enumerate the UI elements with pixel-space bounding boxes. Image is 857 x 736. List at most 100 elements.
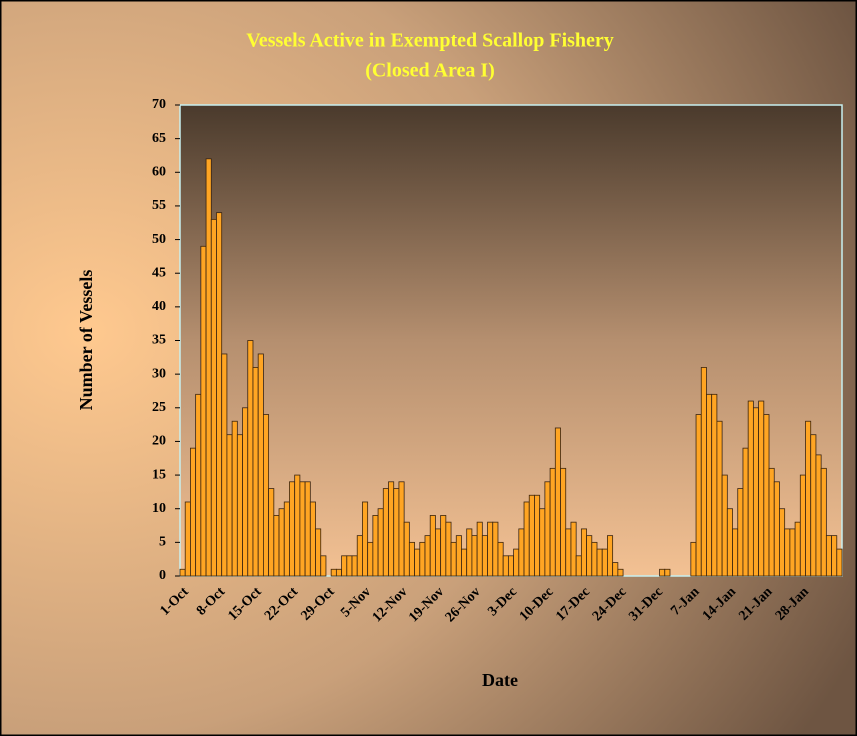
bar [252,367,259,577]
bar [330,568,337,577]
bar [711,393,718,577]
bar [549,467,556,577]
bar [242,407,249,577]
bar [341,555,348,577]
bar [247,340,254,577]
bar [502,555,509,577]
bar [799,474,806,577]
y-tick-label: 60 [152,165,166,180]
bar [351,555,358,577]
bar [721,474,728,577]
bar [664,568,671,577]
y-tick-label: 30 [152,366,166,381]
bar [836,548,843,577]
bar [534,494,541,577]
y-axis-label: Number of Vessels [76,270,96,411]
bar [283,501,290,577]
bar [763,414,770,577]
bar [742,447,749,577]
bar [289,481,296,577]
bar [794,521,801,577]
bar [779,508,786,577]
bar [554,427,561,577]
bar [612,562,619,577]
bar [820,467,827,577]
bar [784,528,791,577]
y-tick-label: 50 [152,232,166,247]
bar [440,515,447,577]
y-tick-label: 35 [152,333,166,348]
bar [377,508,384,577]
bar [320,555,327,577]
bar [706,393,713,577]
bar [726,508,733,577]
bar [700,367,707,577]
bar [398,481,405,577]
bar [752,407,759,577]
bar [690,541,697,577]
chart-title: Vessels Active in Exempted Scallop Fishe… [246,30,614,52]
bar [497,541,504,577]
bar [372,515,379,577]
bar [179,568,186,577]
bar [805,420,812,577]
bar [445,521,452,577]
bar [825,535,832,577]
bar [455,535,462,577]
bar [492,521,499,577]
bar [528,494,535,577]
bar [518,528,525,577]
y-tick-label: 65 [152,131,166,146]
bar [471,535,478,577]
bar [226,434,233,577]
y-tick-label: 5 [159,535,166,550]
bar [294,474,301,577]
bar [429,515,436,577]
bar [184,501,191,577]
bar [810,434,817,577]
bar [216,212,223,577]
bar [539,508,546,577]
bar [461,548,468,577]
bar [466,528,473,577]
bar [236,434,243,577]
bar [513,548,520,577]
bar [544,481,551,577]
bar [403,521,410,577]
bar [737,488,744,577]
bar [789,528,796,577]
bar [388,481,395,577]
bar [304,481,311,577]
bar [356,535,363,577]
bar [575,555,582,577]
bar [205,158,212,577]
bar [580,528,587,577]
y-tick-label: 70 [152,97,166,112]
bar [601,548,608,577]
bar [221,353,228,577]
bar [565,528,572,577]
bar [617,568,624,577]
chart-subtitle: (Closed Area I) [365,60,495,82]
bar [523,501,530,577]
bar [487,521,494,577]
bar [231,420,238,577]
bar [435,528,442,577]
bar [507,555,515,577]
bar [570,521,577,577]
bar [758,400,765,577]
bar [299,481,306,577]
bar [815,454,822,577]
bar [315,528,322,577]
bar [596,548,603,577]
bar [659,568,666,577]
bar [278,508,285,577]
bar [346,555,353,577]
bar [768,467,775,577]
bar [335,568,342,577]
bar [450,541,457,577]
bar [716,420,723,577]
bar [273,515,280,577]
